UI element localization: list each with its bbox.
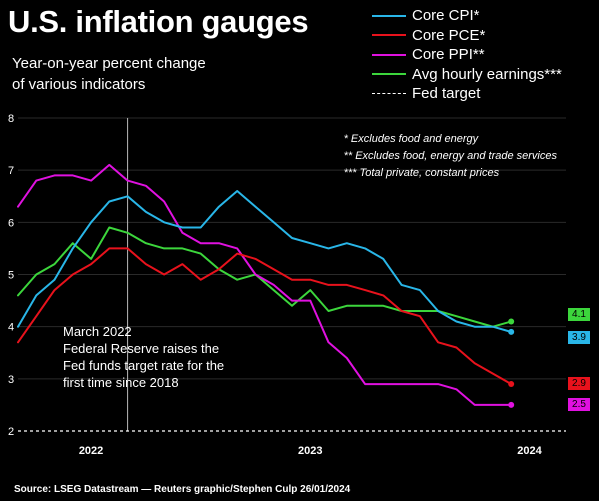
source-credit: Source: LSEG Datastream — Reuters graphi… — [14, 484, 351, 495]
legend-item-core-pce: Core PCE* — [372, 26, 562, 46]
annotation-line-1: March 2022 — [63, 324, 132, 339]
footnote-trade-services: ** Excludes food, energy and trade servi… — [343, 150, 557, 162]
y-tick-label-4: 4 — [8, 322, 14, 334]
end-point-avg-hourly-earnings — [508, 318, 515, 325]
legend-swatch-core-pce — [372, 34, 406, 37]
y-tick-label-3: 3 — [8, 374, 14, 386]
legend-label-fed-target: Fed target — [412, 85, 481, 103]
legend-label-core-cpi: Core CPI* — [412, 7, 480, 25]
chart-title: U.S. inflation gauges — [8, 4, 309, 39]
x-tick-label-2022: 2022 — [79, 445, 103, 457]
footnote-earnings: *** Total private, constant prices — [343, 167, 500, 179]
y-axis-ticks: 2 3 4 5 6 7 8 — [8, 113, 14, 438]
end-point-core-cpi — [508, 328, 515, 335]
series-line-core-cpi — [17, 190, 513, 333]
y-tick-label-8: 8 — [8, 113, 14, 125]
x-tick-label-2023: 2023 — [298, 445, 322, 457]
y-tick-label-7: 7 — [8, 165, 14, 177]
end-point-core-ppi — [508, 401, 515, 408]
annotation-line-3: Fed funds target rate for the — [63, 358, 225, 373]
subtitle-line-2: of various indicators — [12, 76, 146, 93]
legend-item-core-cpi: Core CPI* — [372, 6, 562, 26]
y-tick-label-5: 5 — [8, 270, 14, 282]
gridlines — [18, 117, 566, 380]
annotation-line-2: Federal Reserve raises the — [63, 341, 220, 356]
legend: Core CPI* Core PCE* Core PPI** Avg hourl… — [372, 6, 562, 104]
legend-item-fed-target: Fed target — [372, 84, 562, 104]
end-point-core-pce — [508, 381, 515, 388]
legend-label-core-ppi: Core PPI** — [412, 46, 485, 64]
x-axis-ticks: 2022 2023 2024 — [79, 445, 543, 457]
series-end-points — [508, 318, 515, 408]
legend-swatch-core-cpi — [372, 14, 406, 17]
legend-swatch-core-ppi — [372, 53, 406, 56]
series-line-core-pce — [17, 247, 513, 386]
legend-label-core-pce: Core PCE* — [412, 26, 486, 44]
legend-item-core-ppi: Core PPI** — [372, 45, 562, 65]
series-line-core-ppi — [17, 163, 513, 406]
legend-swatch-avg-hourly-earnings — [372, 73, 406, 76]
y-tick-label-2: 2 — [8, 426, 14, 438]
end-value-badge-core-cpi: 3.9 — [568, 330, 590, 344]
end-value-badge-avg-hourly-earnings: 4.1 — [568, 308, 590, 322]
footnotes: * Excludes food and energy ** Excludes f… — [344, 131, 557, 182]
fed-hike-annotation: March 2022 Federal Reserve raises the Fe… — [63, 323, 243, 391]
end-value-badge-core-ppi: 2.5 — [568, 397, 590, 411]
y-tick-label-6: 6 — [8, 217, 14, 229]
subtitle-line-1: Year-on-year percent change — [12, 55, 206, 72]
legend-label-avg-hourly-earnings: Avg hourly earnings*** — [412, 65, 562, 83]
series-line-avg-hourly-earnings — [17, 226, 513, 328]
series-lines — [17, 163, 513, 406]
legend-swatch-fed-target — [372, 93, 406, 95]
end-value-badge-core-pce: 2.9 — [568, 377, 590, 391]
footnote-core: * Excludes food and energy — [343, 133, 479, 145]
chart-subtitle: Year-on-year percent change of various i… — [12, 53, 252, 95]
legend-item-avg-hourly-earnings: Avg hourly earnings*** — [372, 65, 562, 85]
annotation-line-4: first time since 2018 — [63, 375, 179, 390]
x-tick-label-2024: 2024 — [517, 445, 542, 457]
